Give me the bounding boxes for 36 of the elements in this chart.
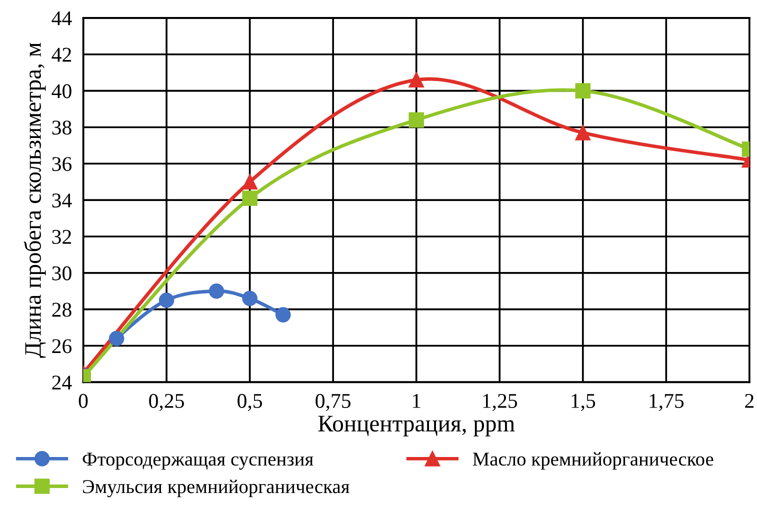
x-tick-label: 0,25 [149, 394, 184, 411]
x-tick-label: 0,5 [238, 394, 262, 411]
y-tick-label: 32 [52, 230, 72, 244]
point [242, 190, 258, 206]
legend-label: Масло кремнийорганическое [472, 452, 714, 470]
x-axis-title: Концентрация, ppm [318, 416, 515, 436]
x-tick-label: 1,75 [650, 394, 684, 411]
y-tick-label: 28 [52, 302, 72, 317]
y-tick-label: 44 [52, 11, 72, 26]
point [408, 112, 424, 128]
y-tick-label: 42 [52, 48, 72, 62]
x-tick-label: 1,5 [572, 394, 596, 411]
point [575, 83, 591, 98]
point [242, 290, 258, 306]
y-axis-title: Длина пробега скользиметра, м [24, 42, 46, 358]
x-tick-label: 0 [78, 394, 88, 408]
y-tick-label: 34 [52, 194, 72, 208]
point [158, 292, 174, 308]
y-tick-label: 24 [52, 376, 72, 390]
point [408, 72, 424, 88]
x-tick-label: 0,75 [316, 394, 350, 411]
point [108, 330, 124, 346]
y-tick-label: 36 [52, 157, 72, 172]
y-tick-label: 26 [52, 339, 72, 354]
y-tick-label: 40 [52, 84, 72, 98]
point [242, 174, 258, 190]
legend-label: Фторсодержащая суспензия [82, 452, 314, 470]
x-tick-label: 1 [412, 394, 420, 408]
legend-label: Эмульсия кремнийорганическая [83, 480, 350, 498]
point [208, 283, 224, 299]
y-tick-label: 38 [52, 120, 72, 135]
x-tick-label: 1,25 [483, 394, 518, 411]
point [275, 307, 291, 322]
point [575, 125, 591, 140]
y-tick-label: 30 [52, 266, 72, 280]
x-tick-label: 2 [745, 394, 754, 408]
